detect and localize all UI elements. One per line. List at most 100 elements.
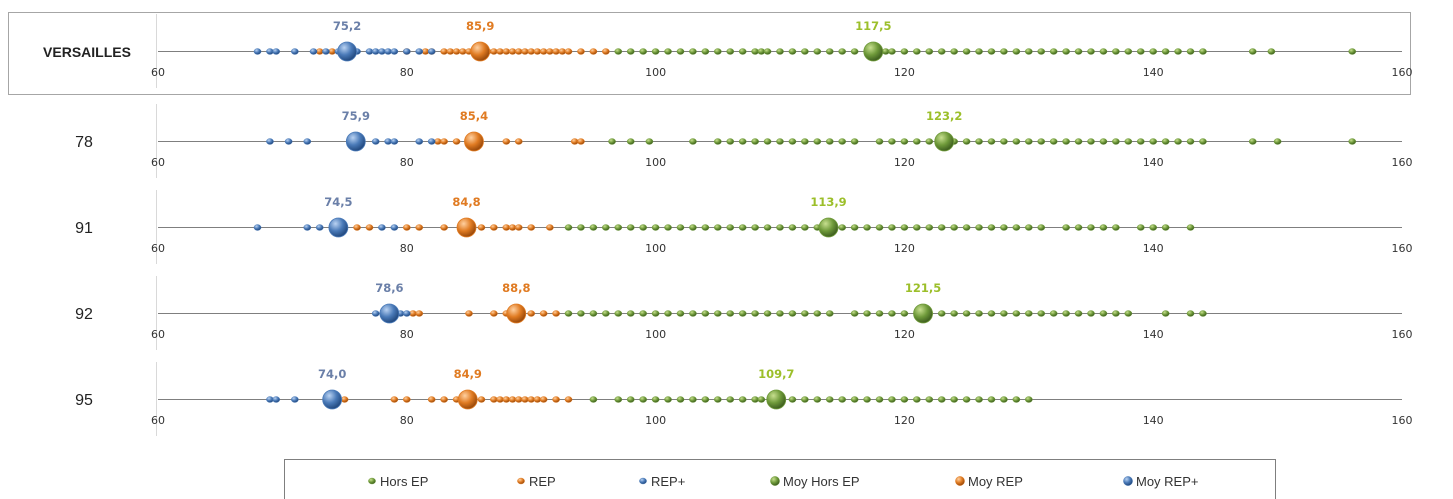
data-point-hors-ep [813, 310, 822, 317]
data-point-hors-ep [1174, 48, 1182, 55]
data-point-hors-ep [751, 224, 759, 231]
data-point-hors-ep [801, 138, 809, 145]
mean-marker-hors-ep [863, 41, 884, 62]
data-point-rep-plus [390, 48, 399, 55]
data-point-hors-ep [664, 396, 672, 403]
data-point-rep-plus [402, 48, 411, 55]
data-point-rep-plus [415, 48, 424, 55]
data-point-hors-ep [1012, 396, 1021, 403]
data-point-hors-ep [1062, 138, 1070, 145]
row-label: 91 [75, 220, 93, 237]
data-point-rep [402, 396, 411, 403]
data-point-hors-ep [577, 310, 585, 317]
data-point-hors-ep [788, 224, 797, 231]
data-point-hors-ep [651, 48, 660, 55]
x-tick-label: 100 [645, 414, 666, 427]
data-point-hors-ep [626, 224, 635, 231]
data-point-hors-ep [1136, 138, 1145, 145]
legend-swatch [517, 477, 525, 485]
data-point-hors-ep [1348, 138, 1357, 145]
data-point-hors-ep [900, 310, 909, 317]
data-point-hors-ep [1025, 396, 1033, 403]
data-point-hors-ep [1062, 224, 1070, 231]
data-point-hors-ep [1025, 224, 1033, 231]
data-point-hors-ep [1112, 48, 1120, 55]
data-point-hors-ep [1174, 138, 1182, 145]
mean-marker-rep-plus [322, 389, 343, 410]
data-point-rep [465, 310, 473, 317]
data-point-rep-plus [266, 138, 274, 145]
data-point-hors-ep [589, 224, 598, 231]
mean-marker-hors-ep [818, 217, 839, 238]
data-point-hors-ep [1087, 48, 1095, 55]
data-point-hors-ep [738, 48, 747, 55]
data-point-hors-ep [776, 48, 784, 55]
data-point-hors-ep [987, 48, 996, 55]
data-point-hors-ep [1161, 224, 1170, 231]
data-point-hors-ep [813, 138, 822, 145]
data-point-hors-ep [863, 224, 871, 231]
data-point-rep-plus [322, 48, 330, 55]
data-point-rep [564, 396, 573, 403]
data-point-rep-plus [390, 138, 399, 145]
data-point-hors-ep [937, 48, 946, 55]
mean-label-rep: 84,9 [454, 367, 482, 381]
x-tick-label: 120 [894, 414, 915, 427]
data-point-rep [415, 310, 424, 317]
mean-label-rep-plus: 75,9 [342, 109, 370, 123]
data-point-rep-plus [291, 396, 299, 403]
data-point-rep [514, 138, 523, 145]
mean-label-hors-ep: 117,5 [855, 19, 891, 33]
data-point-hors-ep [1186, 48, 1195, 55]
data-point-hors-ep [975, 310, 983, 317]
mean-label-hors-ep: 109,7 [758, 367, 794, 381]
data-point-hors-ep [626, 138, 635, 145]
x-tick-label: 140 [1143, 242, 1164, 255]
data-point-hors-ep [626, 396, 635, 403]
data-point-hors-ep [962, 310, 971, 317]
legend-item: Moy Hors EP [770, 474, 860, 489]
data-point-hors-ep [714, 48, 722, 55]
mean-marker-rep-plus [379, 303, 400, 324]
data-point-hors-ep [1087, 138, 1095, 145]
mean-marker-rep [457, 389, 478, 410]
mean-label-rep-plus: 75,2 [333, 19, 361, 33]
data-point-hors-ep [1000, 48, 1008, 55]
data-point-hors-ep [875, 224, 884, 231]
x-tick-label: 80 [400, 414, 414, 427]
data-point-hors-ep [689, 224, 697, 231]
data-point-hors-ep [714, 224, 722, 231]
data-point-rep [577, 48, 585, 55]
legend-item: Moy REP+ [1123, 474, 1199, 489]
data-point-hors-ep [1099, 138, 1108, 145]
data-point-hors-ep [925, 138, 934, 145]
legend-label: REP [529, 474, 556, 489]
data-point-hors-ep [701, 396, 710, 403]
x-tick-label: 160 [1392, 156, 1413, 169]
mean-marker-rep [470, 41, 491, 62]
data-point-hors-ep [801, 310, 809, 317]
data-point-hors-ep [1124, 310, 1133, 317]
data-point-hors-ep [950, 224, 958, 231]
x-tick-label: 160 [1392, 242, 1413, 255]
data-point-hors-ep [1199, 138, 1207, 145]
data-point-hors-ep [1025, 310, 1033, 317]
row-label: 95 [75, 392, 93, 409]
x-tick-label: 100 [645, 156, 666, 169]
row-label: VERSAILLES [43, 44, 131, 60]
data-point-hors-ep [564, 310, 573, 317]
x-tick-label: 160 [1392, 66, 1413, 79]
data-point-hors-ep [1000, 396, 1008, 403]
legend-swatch [770, 476, 780, 486]
data-point-rep-plus [253, 48, 262, 55]
x-tick-label: 120 [894, 242, 915, 255]
legend-label: Moy REP+ [1136, 474, 1199, 489]
data-point-hors-ep [714, 310, 722, 317]
data-point-rep-plus [402, 310, 411, 317]
data-point-hors-ep [801, 396, 809, 403]
data-point-hors-ep [888, 138, 896, 145]
mean-marker-rep [506, 303, 527, 324]
mean-marker-rep-plus [337, 41, 357, 62]
data-point-hors-ep [1112, 224, 1120, 231]
x-tick-label: 160 [1392, 414, 1413, 427]
